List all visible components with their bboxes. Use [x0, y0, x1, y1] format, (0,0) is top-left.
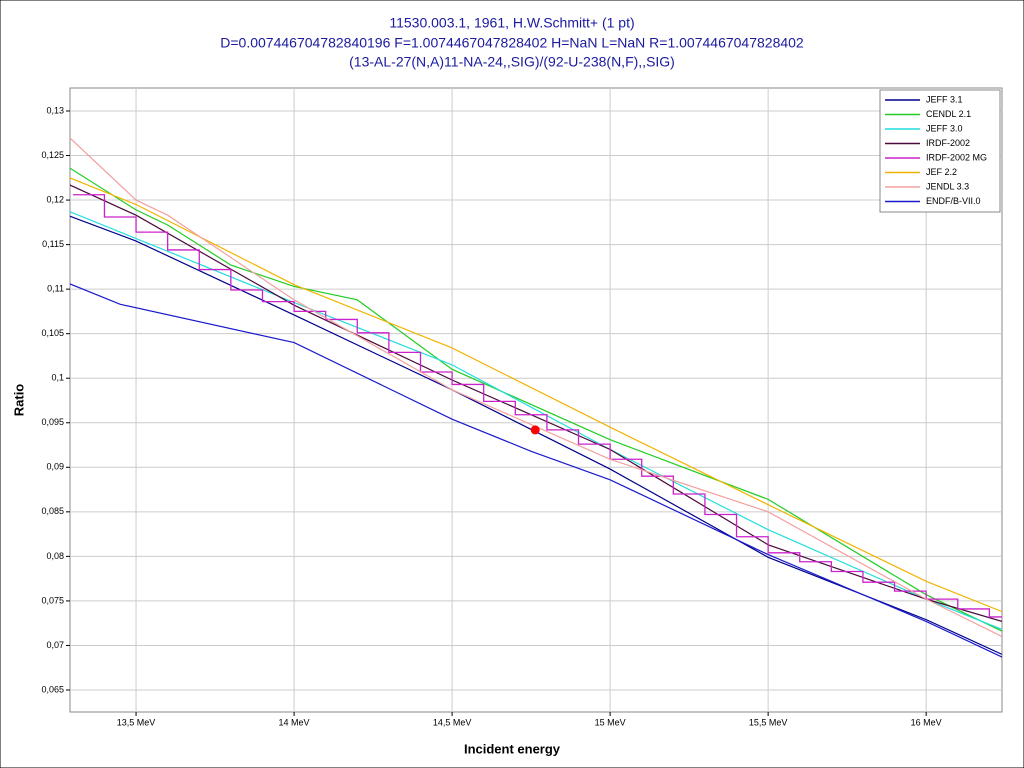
legend-label: JEF 2.2	[926, 167, 957, 177]
y-tick-label: 0,13	[46, 105, 64, 115]
x-tick-label: 15,5 MeV	[749, 717, 788, 727]
y-tick-label: 0,11	[47, 284, 64, 294]
y-axis-label: Ratio	[11, 384, 26, 417]
x-tick-label: 13,5 MeV	[117, 717, 156, 727]
plot-layer	[70, 137, 1002, 658]
series-line	[70, 167, 1002, 632]
step-line	[72, 194, 1002, 618]
legend-label: JEFF 3.1	[926, 94, 963, 104]
legend-label: IRDF-2002	[926, 138, 970, 148]
series-line	[70, 283, 1002, 658]
legend-box	[879, 89, 1001, 213]
y-tick-label: 0,1	[51, 373, 64, 383]
legend-label: ENDF/B-VII.0	[926, 196, 981, 206]
y-tick-label: 0,075	[41, 595, 64, 605]
y-tick-label: 0,095	[41, 417, 64, 427]
y-tick-label: 0,065	[41, 684, 64, 694]
chart-title: 11530.003.1, 1961, H.W.Schmitt+ (1 pt)	[389, 15, 634, 31]
x-tick-label: 14,5 MeV	[433, 717, 472, 727]
x-tick-label: 15 MeV	[595, 717, 626, 727]
x-axis-label: Incident energy	[464, 741, 561, 756]
y-tick-label: 0,105	[41, 328, 64, 338]
y-tick-label: 0,12	[46, 194, 64, 204]
series-line	[70, 137, 1002, 638]
y-tick-label: 0,09	[46, 462, 64, 472]
series-line	[70, 177, 1002, 613]
x-tick-label: 14 MeV	[279, 717, 310, 727]
y-tick-label: 0,08	[46, 551, 64, 561]
y-tick-label: 0,085	[41, 506, 64, 516]
y-tick-label: 0,125	[41, 150, 64, 160]
legend-label: IRDF-2002 MG	[926, 152, 987, 162]
chart-subtitle: (13-AL-27(N,A)11-NA-24,,SIG)/(92-U-238(N…	[349, 54, 675, 70]
legend-label: CENDL 2.1	[926, 109, 971, 119]
chart-subtitle: D=0.007446704782840196 F=1.0074467047828…	[220, 35, 804, 51]
plot-area	[69, 87, 1003, 713]
y-tick-label: 0,07	[46, 640, 64, 650]
x-tick-label: 16 MeV	[911, 717, 942, 727]
data-point	[530, 425, 540, 435]
legend-label: JENDL 3.3	[926, 181, 969, 191]
legend-label: JEFF 3.0	[926, 123, 963, 133]
y-tick-label: 0,115	[42, 239, 64, 249]
